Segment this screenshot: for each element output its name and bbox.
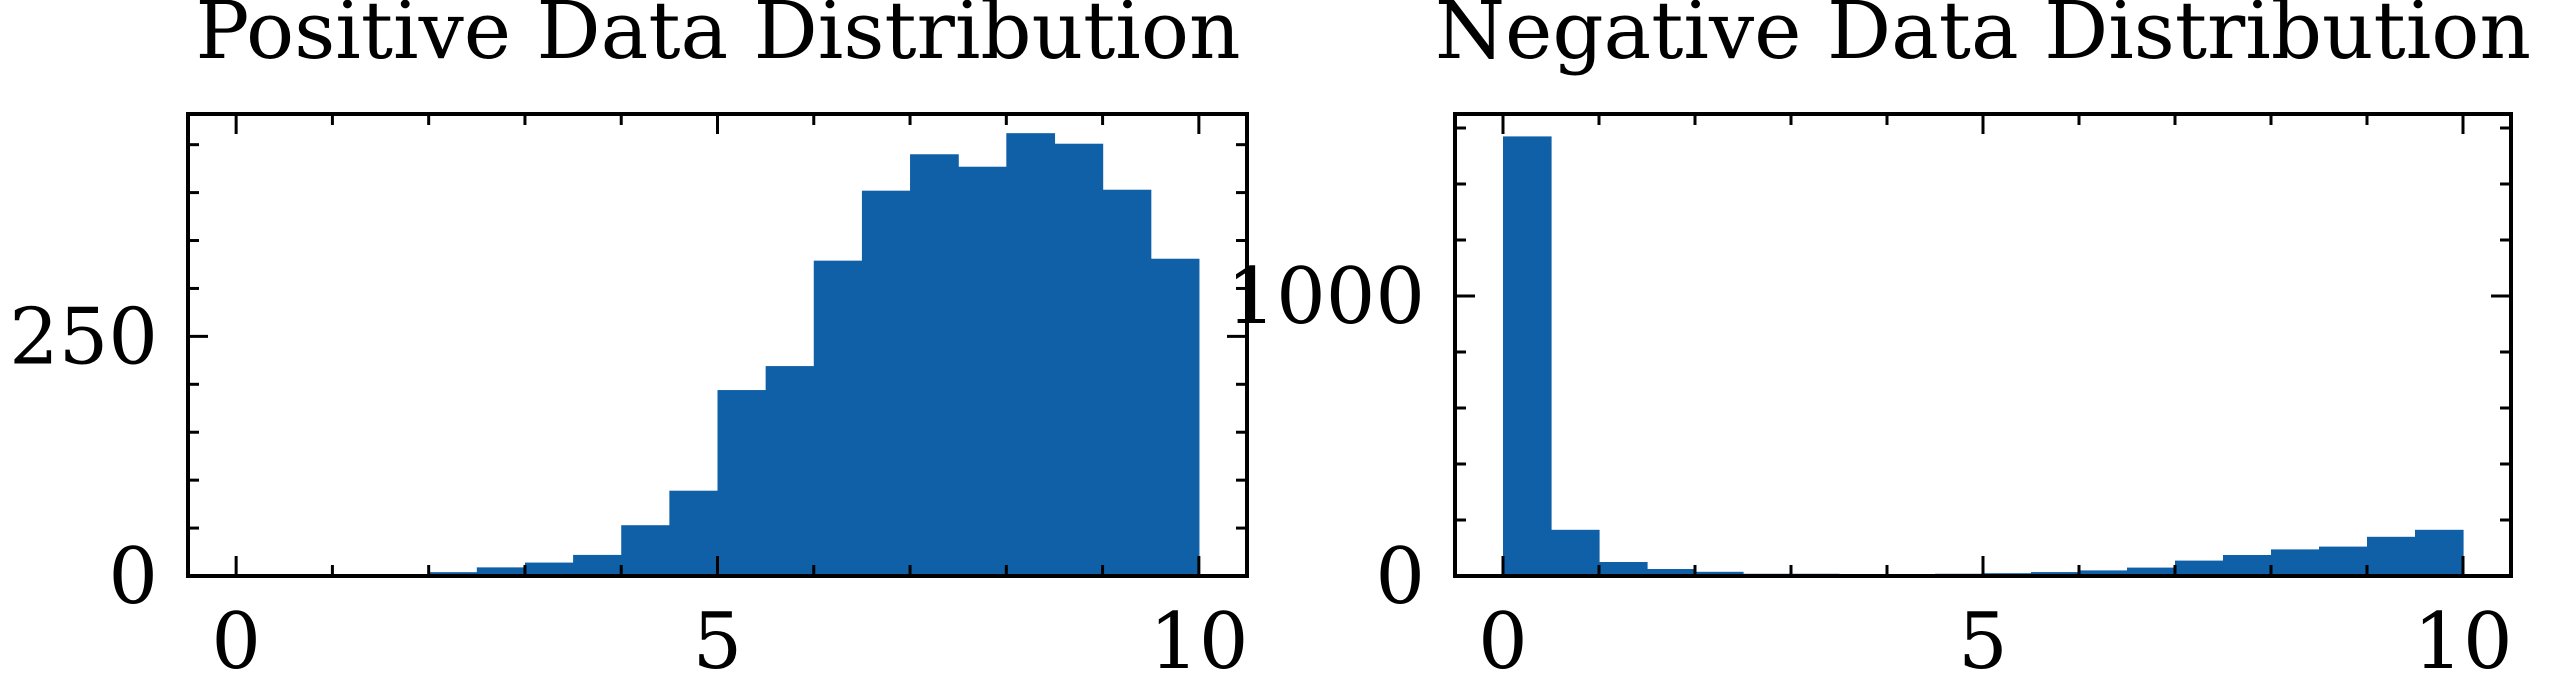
bars-group [1503, 136, 2464, 576]
histogram-bar [1054, 143, 1104, 577]
tick-labels-group: 0 5 10 0 250 [9, 292, 1248, 687]
histogram-bar [2271, 549, 2320, 576]
histogram-bar [1503, 136, 1552, 576]
histogram-bar [765, 366, 815, 576]
histogram-bar [476, 567, 526, 576]
y-tick-label: 0 [1375, 532, 1425, 622]
x-tick-label: 10 [1149, 597, 1248, 687]
histogram-bar [1647, 569, 1696, 576]
histogram-bar [717, 390, 767, 576]
histogram-bar [861, 190, 911, 577]
positive-histogram-panel: Positive Data Distribution 0 5 10 0 250 [9, 0, 1249, 687]
histogram-bar [573, 554, 622, 576]
histogram-bar [1102, 189, 1152, 576]
axes-frame [186, 112, 1249, 578]
x-tick-label: 5 [693, 597, 743, 687]
histogram-bar [2175, 560, 2224, 576]
x-tick-label: 0 [211, 597, 261, 687]
histogram-bar [669, 490, 719, 576]
y-tick-label: 1000 [1226, 252, 1425, 342]
negative-histogram-panel: Negative Data Distribution 0 5 10 0 1000 [1226, 0, 2531, 687]
bars-group [284, 133, 1200, 577]
histogram-bar [2079, 570, 2128, 576]
histogram-bar [1695, 571, 1744, 576]
histogram-bar [2319, 546, 2368, 576]
histogram-bar [1551, 529, 1600, 576]
histogram-bar [524, 562, 574, 576]
histogram-bar [2367, 536, 2416, 576]
histogram-bar [2127, 567, 2176, 576]
axes-frame [1453, 112, 2513, 578]
histogram-bar [1006, 133, 1056, 577]
histogram-bar [1150, 258, 1200, 576]
x-tick-label: 5 [1958, 597, 2008, 687]
histogram-bar [813, 260, 863, 576]
histogram-bar [958, 166, 1007, 577]
histogram-bar [1599, 562, 1648, 576]
histogram-bar [2415, 529, 2464, 576]
chart-title: Negative Data Distribution [1435, 0, 2531, 77]
y-tick-label: 0 [108, 532, 158, 622]
chart-title: Positive Data Distribution [195, 0, 1240, 77]
histogram-bar [621, 525, 670, 576]
y-tick-label: 250 [9, 292, 158, 382]
histogram-bar [2223, 555, 2272, 576]
ticks-group [1455, 114, 2511, 578]
tick-labels-group: 0 5 10 0 1000 [1226, 252, 2512, 687]
x-tick-label: 10 [2413, 597, 2512, 687]
x-tick-label: 0 [1478, 597, 1528, 687]
histogram-bar [910, 154, 959, 576]
